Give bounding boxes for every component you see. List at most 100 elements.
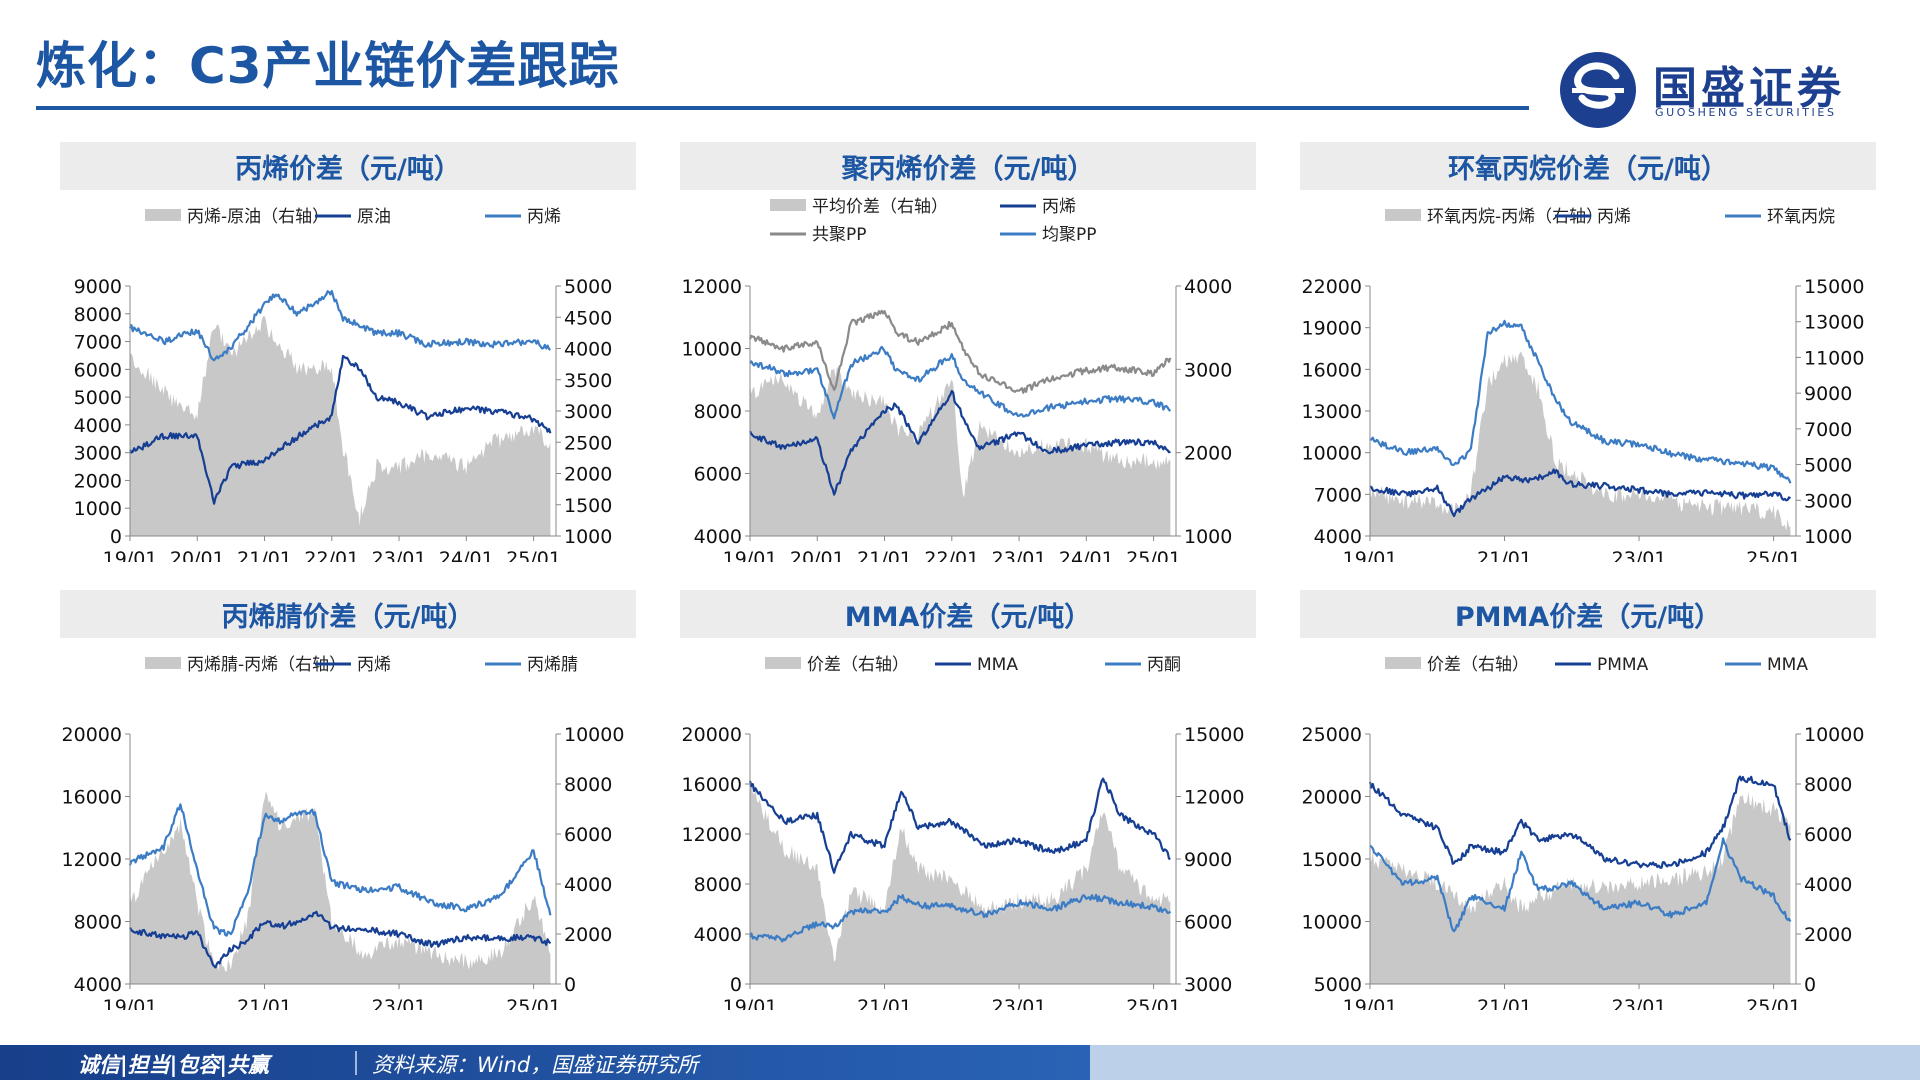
x-tick-label: 23/01 [1612, 548, 1667, 562]
x-tick-label: 21/01 [237, 548, 292, 562]
right-tick-label: 4000 [564, 339, 612, 361]
left-tick-label: 4000 [694, 924, 742, 946]
legend-label: 丙烯 [1042, 197, 1076, 217]
left-tick-label: 2000 [74, 470, 122, 492]
x-tick-label: 21/01 [1477, 548, 1532, 562]
right-tick-label: 13000 [1804, 312, 1864, 334]
legend-label: 丙烯 [357, 655, 391, 675]
right-tick-label: 1000 [1804, 526, 1852, 548]
right-tick-label: 6000 [564, 824, 612, 846]
legend-label: 价差（右轴） [807, 655, 909, 675]
legend-label: PMMA [1597, 655, 1649, 675]
x-tick-label: 21/01 [857, 996, 912, 1010]
legend-swatch [765, 657, 801, 669]
panel-title: 环氧丙烷价差（元/吨） [1300, 142, 1876, 190]
x-tick-label: 23/01 [1612, 996, 1667, 1010]
panel-title: MMA价差（元/吨） [680, 590, 1256, 638]
panel-pmma: PMMA价差（元/吨） 价差（右轴） PMMA MMA 5000 10000 15000 2… [1300, 590, 1876, 1010]
panel-title: 聚丙烯价差（元/吨） [680, 142, 1256, 190]
chart-acrylonitrile: 丙烯腈-丙烯（右轴） 丙烯 丙烯腈4000800012000160002000002… [62, 655, 625, 1010]
left-tick-label: 8000 [694, 401, 742, 423]
x-tick-label: 19/01 [1343, 996, 1398, 1010]
right-tick-label: 0 [1804, 974, 1816, 996]
right-tick-label: 4000 [564, 874, 612, 896]
x-tick-label: 21/01 [857, 548, 912, 562]
right-tick-label: 0 [564, 974, 576, 996]
left-tick-label: 6000 [694, 464, 742, 486]
logo-name-en: GUOSHENG SECURITIES [1655, 106, 1837, 119]
footer-separator [355, 1051, 357, 1075]
footer-dark-band [0, 1045, 1090, 1080]
left-tick-label: 6000 [74, 359, 122, 381]
left-tick-label: 12000 [682, 276, 742, 298]
series-area [130, 315, 551, 536]
series-line [128, 803, 552, 937]
right-tick-label: 15000 [1804, 276, 1864, 298]
right-tick-label: 3000 [564, 401, 612, 423]
legend-label: 丙酮 [1147, 655, 1181, 675]
left-tick-label: 3000 [74, 443, 122, 465]
right-tick-label: 2000 [564, 464, 612, 486]
series-line [748, 309, 1172, 394]
left-tick-label: 10000 [1302, 443, 1362, 465]
right-tick-label: 15000 [1184, 724, 1244, 746]
x-tick-label: 19/01 [723, 548, 778, 562]
chart-pmma: 价差（右轴） PMMA MMA 5000 10000 15000 20000 25000 0 20… [1302, 655, 1865, 1010]
right-tick-label: 6000 [1804, 824, 1852, 846]
right-tick-label: 3500 [564, 370, 612, 392]
left-tick-label: 10000 [1302, 912, 1362, 934]
left-tick-label: 8000 [694, 874, 742, 896]
x-tick-label: 19/01 [103, 548, 158, 562]
right-tick-label: 2500 [564, 432, 612, 454]
series-line [1369, 319, 1792, 484]
panel-title: 丙烯腈价差（元/吨） [60, 590, 636, 638]
x-tick-label: 23/01 [372, 996, 427, 1010]
x-tick-label: 23/01 [992, 996, 1047, 1010]
right-tick-label: 2000 [1184, 443, 1232, 465]
legend-label: 原油 [357, 207, 391, 227]
left-tick-label: 20000 [62, 724, 122, 746]
legend-label: MMA [1767, 655, 1808, 675]
x-tick-label: 21/01 [237, 996, 292, 1010]
company-logo: 国盛证券 GUOSHENG SECURITIES [1558, 50, 1858, 130]
legend-label: 环氧丙烷-丙烯（右轴） [1427, 207, 1603, 227]
series-line [129, 354, 552, 505]
left-tick-label: 1000 [74, 498, 122, 520]
left-tick-label: 7000 [1314, 484, 1362, 506]
series-line [1368, 775, 1792, 869]
logo-mark-icon [1560, 52, 1636, 128]
left-tick-label: 12000 [62, 849, 122, 871]
right-tick-label: 4000 [1184, 276, 1232, 298]
x-tick-label: 25/01 [1126, 996, 1181, 1010]
right-tick-label: 5000 [1804, 455, 1852, 477]
x-tick-label: 20/01 [790, 548, 845, 562]
legend-swatch [770, 199, 806, 211]
right-tick-label: 12000 [1184, 787, 1244, 809]
left-tick-label: 0 [110, 526, 122, 548]
panel-mma: MMA价差（元/吨） 价差（右轴） MMA 丙酮 0 4000 8000 12000 1600… [680, 590, 1256, 1010]
legend-label: 环氧丙烷 [1767, 207, 1835, 227]
series-line [1369, 468, 1792, 518]
x-tick-label: 23/01 [372, 548, 427, 562]
x-tick-label: 25/01 [1746, 548, 1801, 562]
right-tick-label: 11000 [1804, 347, 1864, 369]
left-tick-label: 8000 [74, 304, 122, 326]
right-tick-label: 8000 [564, 774, 612, 796]
chart-mma: 价差（右轴） MMA 丙酮 0 4000 8000 12000 16000 20000 3000 6… [682, 655, 1245, 1010]
left-tick-label: 25000 [1302, 724, 1362, 746]
legend-label: 丙烯 [1597, 207, 1631, 227]
footer-bar: 诚信|担当|包容|共赢 资料来源：Wind，国盛证券研究所 [0, 1045, 1920, 1080]
right-tick-label: 2000 [564, 924, 612, 946]
left-tick-label: 15000 [1302, 849, 1362, 871]
x-tick-label: 22/01 [924, 548, 979, 562]
series-line [748, 893, 1172, 943]
x-tick-label: 20/01 [170, 548, 225, 562]
panel-acrylonitrile: 丙烯腈价差（元/吨） 丙烯腈-丙烯（右轴） 丙烯 丙烯腈 4000 8000 12000 1… [60, 590, 636, 1010]
legend-swatch [1385, 657, 1421, 669]
x-tick-label: 24/01 [439, 548, 494, 562]
series-area [1370, 351, 1791, 536]
legend-swatch [145, 209, 181, 221]
left-tick-label: 22000 [1302, 276, 1362, 298]
x-tick-label: 25/01 [506, 996, 561, 1010]
